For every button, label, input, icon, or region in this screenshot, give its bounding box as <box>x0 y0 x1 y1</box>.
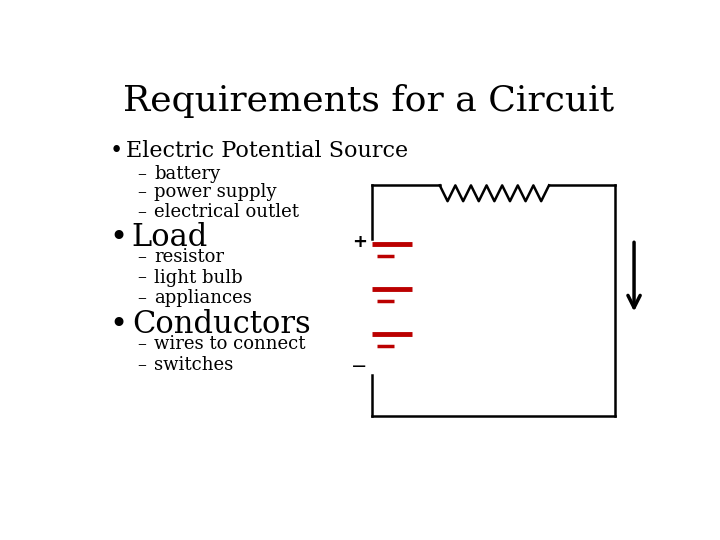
Text: –: – <box>138 165 146 183</box>
Text: battery: battery <box>154 165 220 183</box>
Text: –: – <box>138 248 146 266</box>
Text: power supply: power supply <box>154 183 276 201</box>
Text: Electric Potential Source: Electric Potential Source <box>126 140 408 161</box>
Text: •: • <box>109 310 127 341</box>
Text: switches: switches <box>154 356 233 374</box>
Text: –: – <box>138 203 146 221</box>
Text: –: – <box>138 335 146 353</box>
Text: –: – <box>138 268 146 287</box>
Text: resistor: resistor <box>154 248 224 266</box>
Text: –: – <box>138 356 146 374</box>
Text: appliances: appliances <box>154 289 252 307</box>
Text: Requirements for a Circuit: Requirements for a Circuit <box>123 84 615 118</box>
Text: Conductors: Conductors <box>132 309 310 340</box>
Text: –: – <box>138 183 146 201</box>
Text: −: − <box>351 357 368 376</box>
Text: •: • <box>109 223 127 254</box>
Text: electrical outlet: electrical outlet <box>154 203 300 221</box>
Text: wires to connect: wires to connect <box>154 335 306 353</box>
Text: •: • <box>109 140 123 161</box>
Text: +: + <box>352 233 367 251</box>
Text: light bulb: light bulb <box>154 268 243 287</box>
Text: Load: Load <box>132 222 208 253</box>
Text: –: – <box>138 289 146 307</box>
